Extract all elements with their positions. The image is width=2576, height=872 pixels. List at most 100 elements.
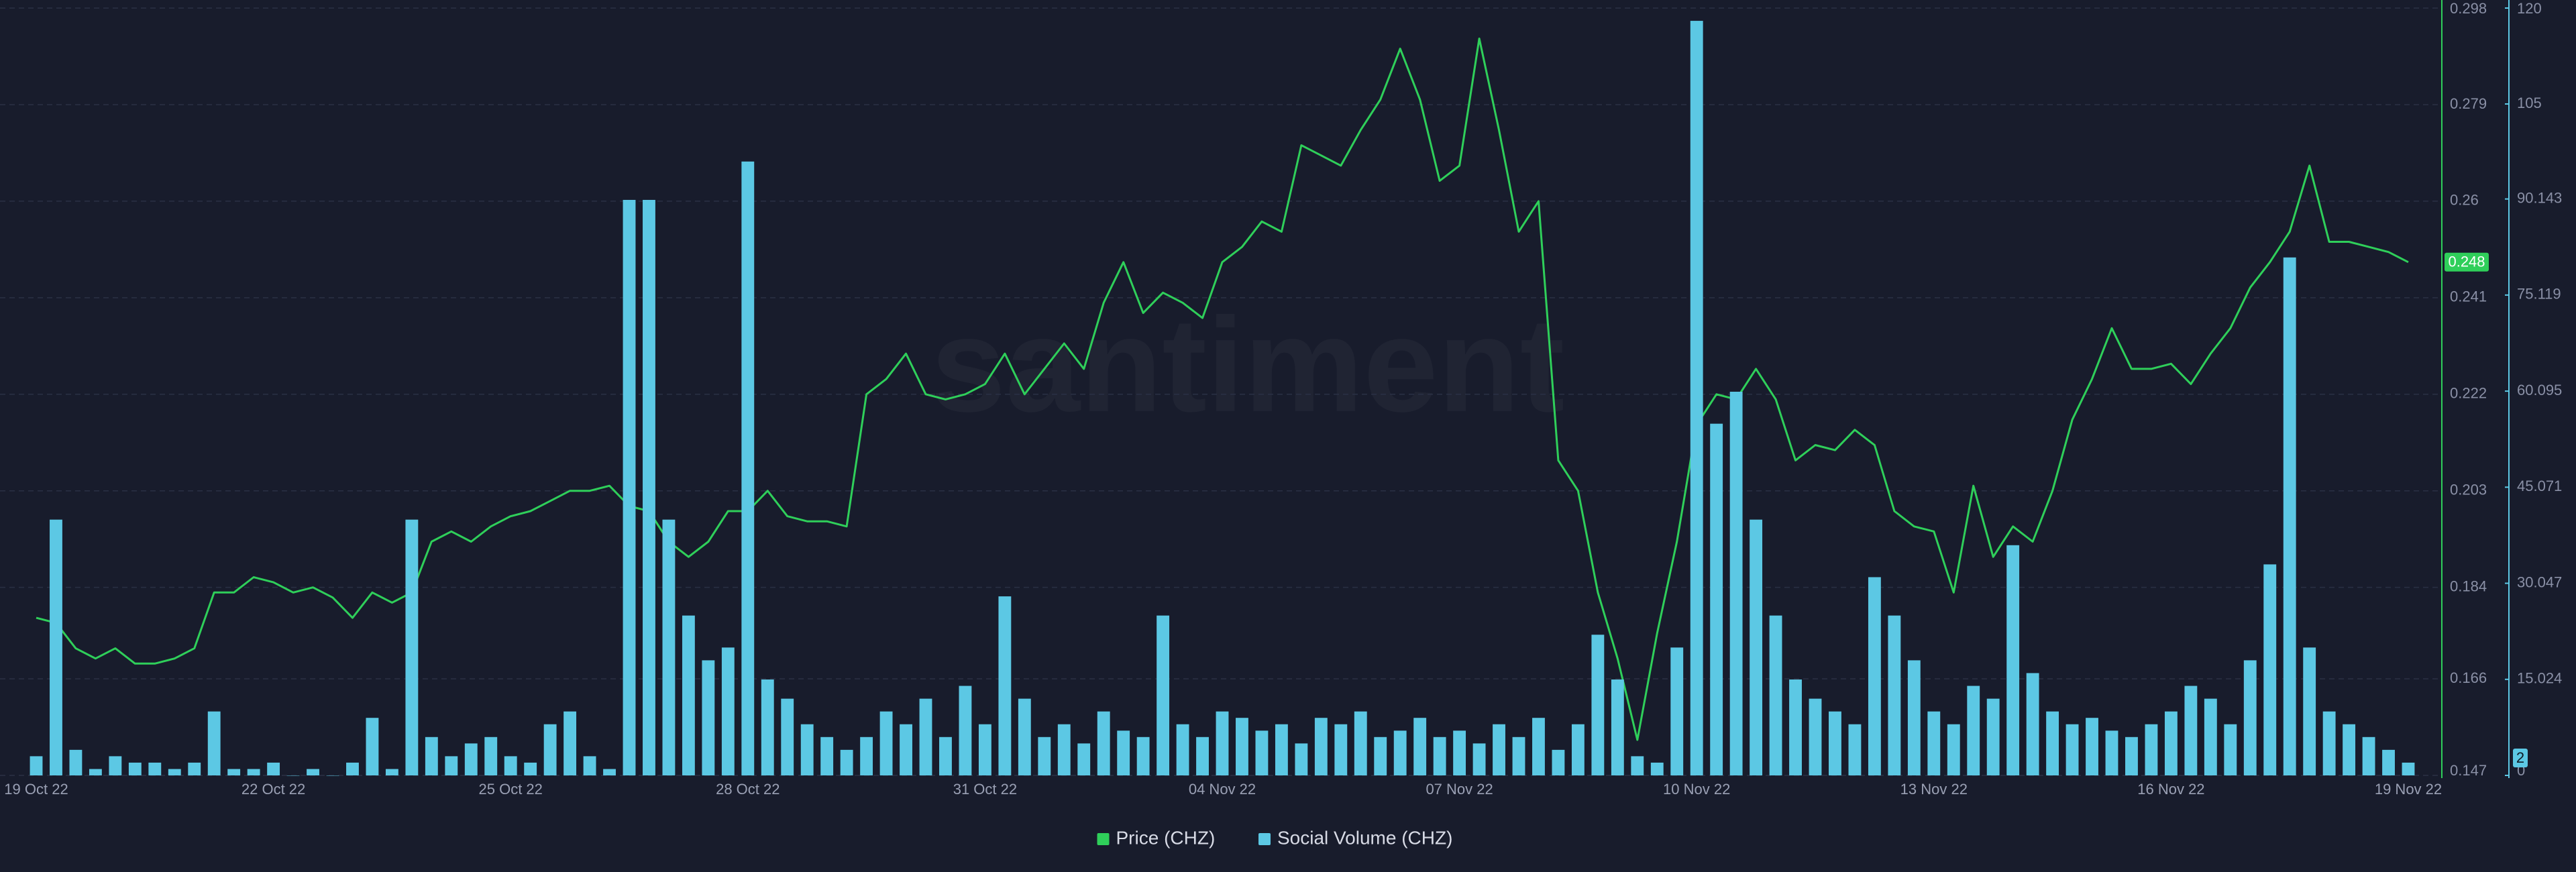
y-tick-label: 0.279: [2450, 95, 2487, 112]
bar: [2046, 711, 2059, 775]
bar: [1314, 718, 1328, 775]
y2-tick-label: 60.095: [2517, 382, 2562, 398]
bar: [2164, 711, 2178, 775]
bar: [445, 756, 458, 775]
bar: [1176, 724, 1189, 775]
y2-tick-label: 15.024: [2517, 670, 2562, 687]
bar: [2026, 673, 2039, 775]
bar: [1848, 724, 1862, 775]
bar: [1690, 21, 1703, 776]
bar: [267, 762, 280, 775]
x-tick-label: 07 Nov 22: [1426, 781, 1493, 798]
bar: [1967, 686, 1980, 775]
bar: [1493, 724, 1505, 775]
bar: [1018, 698, 1031, 775]
last-value-tag: [2513, 749, 2528, 767]
bar: [346, 762, 359, 775]
y-tick-label: 0.166: [2450, 669, 2487, 686]
bar: [2402, 762, 2415, 775]
bar: [1729, 392, 1743, 775]
legend-label: Social Volume (CHZ): [1277, 827, 1452, 848]
bar: [2065, 724, 2079, 775]
bar: [1472, 743, 1486, 775]
y-tick-label: 0.222: [2450, 385, 2487, 402]
bar: [900, 724, 912, 775]
bar: [2322, 711, 2336, 775]
bar: [2086, 718, 2098, 775]
bar: [800, 724, 814, 775]
bar: [1334, 724, 1348, 775]
bar: [583, 756, 596, 775]
bar: [168, 769, 181, 775]
price-line: [36, 38, 2409, 741]
bar: [1789, 679, 1802, 775]
bar: [1829, 711, 1841, 775]
watermark: santiment: [931, 290, 1565, 440]
x-tick-label: 16 Nov 22: [2137, 781, 2204, 798]
y-tick-label: 0.184: [2450, 578, 2487, 594]
bar: [2204, 698, 2217, 775]
bar: [1196, 737, 1209, 775]
bar: [2382, 749, 2395, 775]
bar: [721, 647, 735, 775]
bar: [1097, 711, 1110, 775]
bar: [1591, 635, 1605, 775]
bar: [662, 519, 676, 775]
bar: [564, 711, 577, 775]
bar: [1670, 647, 1684, 775]
bar: [1354, 711, 1367, 775]
y2-tick-label: 105: [2517, 95, 2542, 111]
bar: [603, 769, 616, 775]
bar: [1512, 737, 1525, 775]
bar: [2105, 730, 2118, 775]
y-tick-label: 0.241: [2450, 288, 2487, 305]
bar: [484, 737, 498, 775]
bar: [1986, 698, 2000, 775]
x-tick-label: 22 Oct 22: [241, 781, 305, 798]
bar: [128, 762, 142, 775]
bar: [227, 769, 241, 775]
bar: [879, 711, 893, 775]
bar: [939, 737, 952, 775]
bar: [1809, 698, 1822, 775]
bar: [1057, 724, 1071, 775]
bar: [1295, 743, 1308, 775]
y2-tick-label: 75.119: [2517, 286, 2561, 303]
legend-swatch: [1097, 833, 1110, 845]
bar: [1888, 615, 1901, 775]
bar: [50, 519, 62, 775]
bar: [1868, 577, 1881, 775]
last-value-tag: [2445, 252, 2489, 272]
bar: [702, 660, 715, 775]
last-value-label: 0.248: [2448, 254, 2485, 270]
bar: [1769, 615, 1782, 775]
bar: [1750, 519, 1763, 775]
bar: [820, 737, 834, 775]
bar: [207, 711, 221, 775]
y2-tick-label: 120: [2517, 0, 2542, 17]
bar: [1631, 756, 1644, 775]
bar: [2224, 724, 2237, 775]
bar: [1077, 743, 1091, 775]
bar: [286, 775, 300, 776]
bar: [148, 762, 162, 775]
bar: [1236, 718, 1248, 775]
bar: [1157, 615, 1170, 775]
bar: [1571, 724, 1585, 775]
bar: [741, 161, 755, 776]
x-tick-label: 04 Nov 22: [1189, 781, 1256, 798]
bar: [1117, 730, 1130, 775]
bar: [1216, 711, 1229, 775]
bar: [1453, 730, 1466, 775]
bar: [1255, 730, 1269, 775]
bar: [2125, 737, 2138, 775]
bar: [643, 200, 655, 775]
bar: [1611, 679, 1624, 775]
bar: [1927, 711, 1941, 775]
x-tick-label: 25 Oct 22: [479, 781, 543, 798]
legend-swatch: [1258, 833, 1271, 845]
bar: [840, 749, 853, 775]
bar: [366, 718, 379, 775]
y2-tick-label: 90.143: [2517, 189, 2562, 206]
